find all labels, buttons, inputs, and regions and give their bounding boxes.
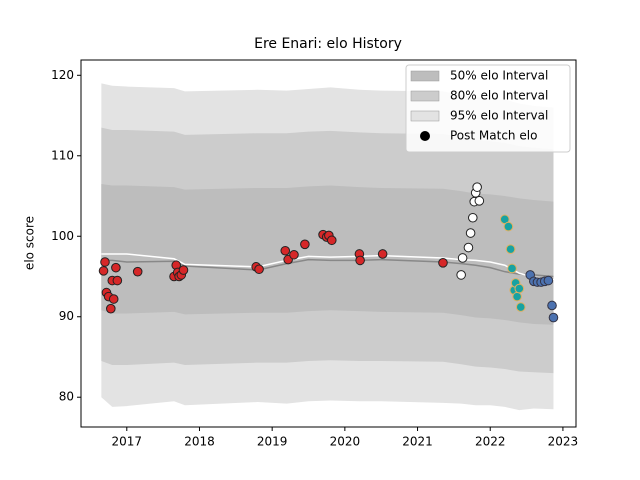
x-tick-label: 2022: [475, 435, 506, 449]
match-point: [512, 291, 522, 302]
x-tick-label: 2017: [112, 435, 143, 449]
match-point: [472, 182, 482, 192]
y-tick-label: 110: [51, 148, 74, 162]
match-point: [503, 221, 514, 232]
match-point: [106, 303, 116, 314]
match-point: [467, 212, 478, 223]
x-tick-label: 2018: [184, 435, 215, 449]
interval-band: [101, 183, 554, 325]
match-point: [547, 300, 557, 311]
match-point: [514, 283, 525, 294]
match-point: [377, 249, 388, 259]
legend-swatch: [410, 70, 440, 82]
match-point: [108, 294, 119, 304]
match-point: [507, 263, 517, 274]
match-point: [355, 255, 365, 266]
match-point: [132, 266, 143, 277]
legend-swatch: [410, 110, 440, 122]
match-point: [289, 249, 299, 260]
legend-box: [405, 64, 571, 153]
match-point: [100, 257, 110, 267]
y-tick-label: 80: [59, 390, 74, 404]
match-point: [465, 228, 476, 238]
match-point: [438, 258, 448, 268]
legend-marker: [420, 131, 430, 141]
x-tick-label: 2021: [402, 435, 433, 449]
chart-title: Ere Enari: elo History: [254, 36, 402, 52]
y-tick-label: 90: [59, 309, 74, 323]
match-point: [98, 266, 109, 276]
match-point: [505, 244, 516, 254]
match-point: [111, 262, 121, 273]
x-tick-label: 2020: [330, 435, 361, 449]
y-tick-label: 100: [51, 229, 74, 243]
match-point: [326, 235, 337, 246]
match-point: [280, 245, 291, 256]
plot-frame: [80, 59, 577, 428]
match-point: [548, 312, 559, 323]
legend-label: 50% elo Interval: [450, 69, 548, 83]
match-point: [254, 264, 264, 275]
match-point: [112, 275, 123, 286]
match-point: [457, 253, 468, 263]
match-point: [474, 196, 485, 206]
match-point: [543, 275, 554, 286]
legend-label: 95% elo Interval: [450, 109, 548, 123]
match-point: [515, 302, 526, 312]
legend-label: Post Match elo: [450, 129, 537, 143]
match-point: [463, 242, 474, 253]
legend-swatch: [410, 90, 440, 102]
x-tick-label: 2019: [257, 435, 288, 449]
x-tick-label: 2023: [548, 435, 579, 449]
match-point: [456, 270, 466, 280]
match-point: [178, 265, 189, 275]
y-axis-label: elo score: [23, 216, 37, 270]
legend-label: 80% elo Interval: [450, 89, 548, 103]
match-point: [300, 239, 310, 250]
y-tick-label: 120: [51, 68, 74, 82]
